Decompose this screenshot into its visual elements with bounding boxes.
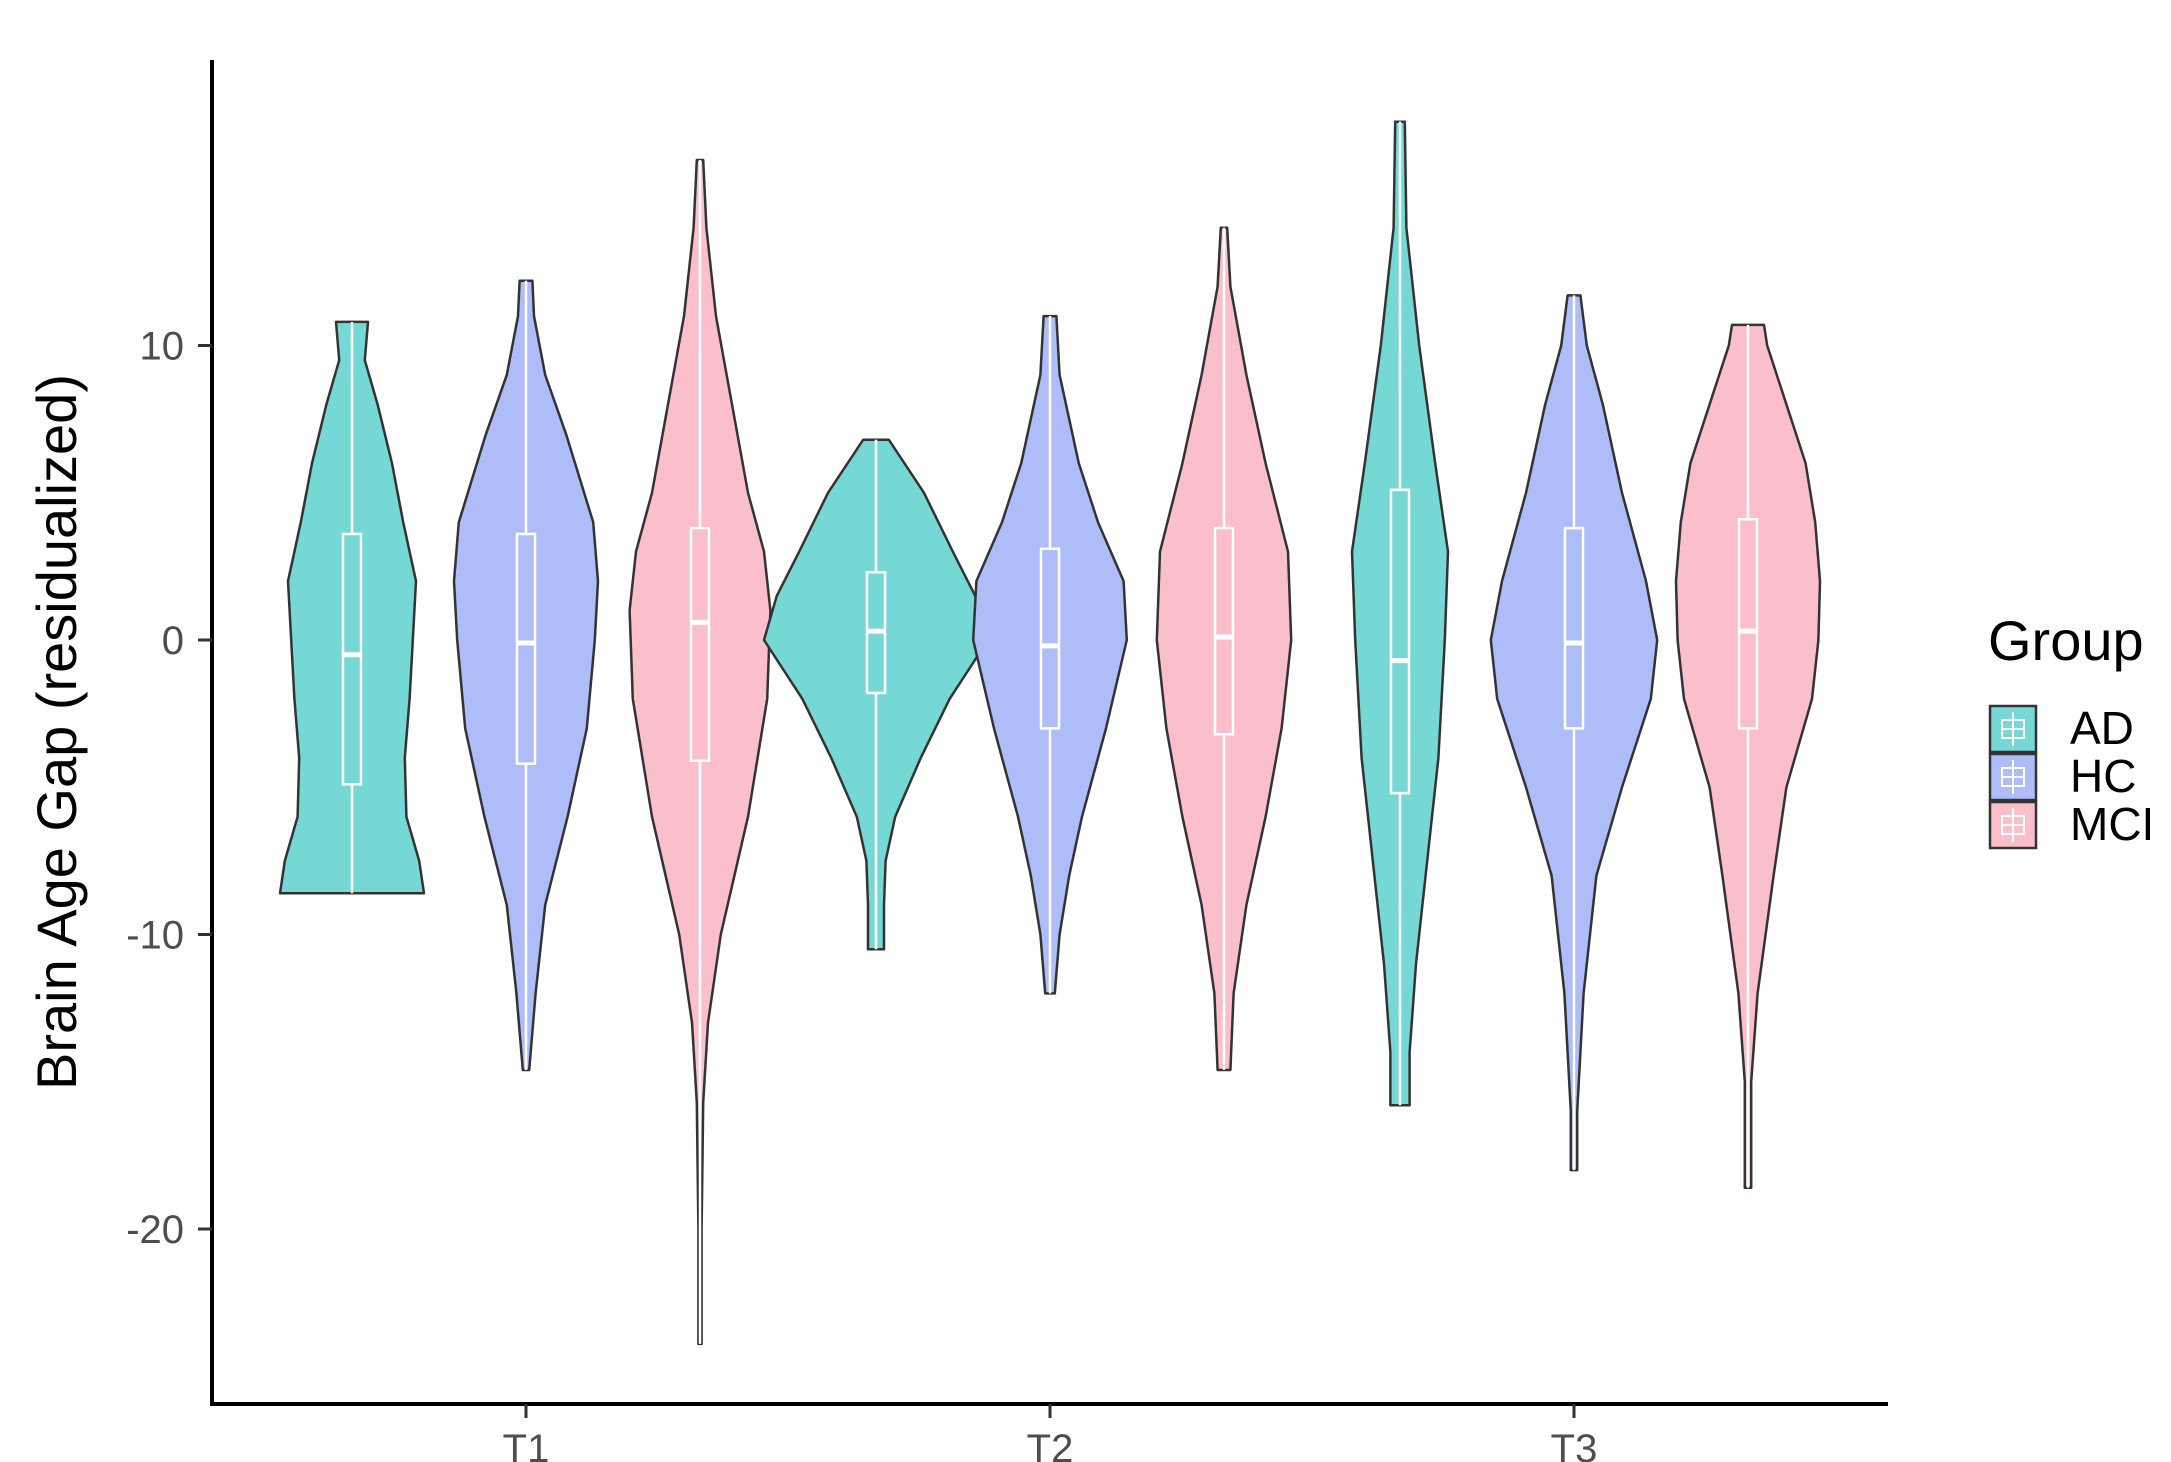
iqr-box [1039, 547, 1061, 730]
violin-shape [1155, 226, 1293, 1072]
y-tick-label: -10 [126, 914, 184, 958]
iqr-box [1563, 526, 1585, 730]
violin-shape [452, 279, 600, 1072]
violin-t3-hc [1489, 294, 1659, 1172]
iqr-box [689, 526, 711, 762]
violin-shape [628, 158, 772, 1346]
y-tick-label: 10 [140, 325, 185, 369]
y-axis-title: Brain Age Gap (residualized) [25, 374, 88, 1090]
x-tick-label: T3 [1551, 1427, 1598, 1462]
x-tick-label: T1 [503, 1427, 550, 1462]
violin-t1-hc [452, 279, 600, 1072]
violin-shape [971, 314, 1129, 995]
violin-t1-ad [278, 320, 426, 895]
violin-t1-mci [628, 158, 772, 1346]
iqr-box [1389, 488, 1411, 795]
violin-t2-ad [762, 438, 990, 951]
violin-t2-mci [1155, 226, 1293, 1072]
legend-item-mci: MCI [1988, 798, 2154, 850]
x-ticks: T1 T2 T3 [503, 1404, 1598, 1462]
x-tick-label: T2 [1027, 1427, 1074, 1462]
violin-t3-mci [1674, 323, 1822, 1190]
y-ticks: 10 0 -10 -20 [126, 325, 212, 1252]
violin-layer [278, 120, 1822, 1346]
violin-shape [1350, 120, 1450, 1107]
y-tick-label: -20 [126, 1208, 184, 1252]
legend-title: Group [1988, 609, 2144, 672]
legend-label: HC [2070, 750, 2136, 802]
iqr-box [341, 532, 363, 786]
legend-item-hc: HC [1988, 750, 2136, 802]
iqr-box [1737, 518, 1759, 730]
legend-label: AD [2070, 702, 2134, 754]
iqr-box [1213, 526, 1235, 736]
violin-t3-ad [1350, 120, 1450, 1107]
violin-t2-hc [971, 314, 1129, 995]
legend-item-ad: AD [1988, 702, 2134, 754]
iqr-box [515, 532, 537, 765]
legend-label: MCI [2070, 798, 2154, 850]
y-tick-label: 0 [162, 619, 184, 663]
violin-shape [278, 320, 426, 895]
